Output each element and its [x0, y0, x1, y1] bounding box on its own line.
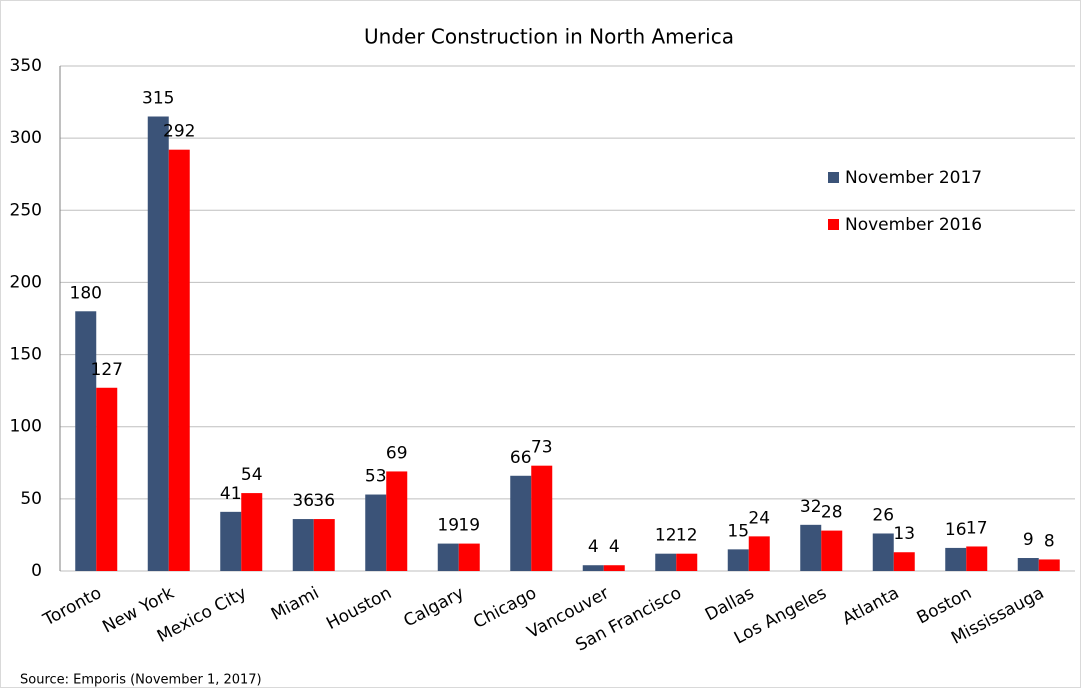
source-note: Source: Emporis (November 1, 2017) [20, 673, 262, 688]
bar [437, 543, 459, 571]
bar [147, 116, 169, 571]
bar [821, 530, 843, 571]
x-tick-label: Calgary [400, 583, 467, 631]
y-tick-label: 300 [10, 128, 42, 148]
bar [1017, 558, 1039, 571]
bar [241, 493, 263, 571]
bar [386, 471, 408, 571]
data-label: 16 [945, 520, 967, 540]
x-tick-label: Toronto [39, 583, 105, 631]
data-label: 36 [313, 491, 335, 511]
data-label: 9 [1023, 530, 1034, 550]
data-label: 315 [142, 89, 174, 109]
data-label: 53 [365, 467, 387, 487]
legend-label: November 2016 [845, 215, 982, 235]
bar [603, 565, 625, 571]
data-label: 292 [163, 122, 195, 142]
y-tick-label: 0 [31, 561, 42, 581]
data-label: 19 [437, 516, 459, 536]
bar [365, 494, 387, 571]
x-tick-label: Atlanta [839, 583, 902, 629]
data-label: 41 [220, 484, 242, 504]
y-tick-label: 200 [10, 272, 42, 292]
y-tick-label: 150 [10, 345, 42, 365]
data-label: 13 [893, 524, 915, 544]
bar [800, 524, 822, 571]
bar [748, 536, 770, 571]
data-label: 26 [872, 505, 894, 525]
data-label: 17 [966, 518, 988, 538]
data-label: 54 [241, 465, 263, 485]
data-label: 69 [386, 443, 408, 463]
data-label: 4 [609, 537, 620, 557]
chart-title: Under Construction in North America [364, 25, 734, 49]
bar [531, 465, 553, 571]
data-label: 12 [676, 526, 698, 546]
data-label: 19 [458, 516, 480, 536]
bar [872, 533, 894, 571]
bar [220, 511, 242, 571]
x-tick-label: Dallas [702, 583, 758, 625]
bar [96, 387, 118, 571]
bar [313, 519, 335, 571]
bar [75, 311, 97, 571]
legend-label: November 2017 [845, 168, 982, 188]
y-tick-label: 100 [10, 417, 42, 437]
data-label: 32 [800, 497, 822, 517]
data-label: 4 [588, 537, 599, 557]
data-label: 15 [727, 521, 749, 541]
bar [893, 552, 915, 571]
bar [655, 553, 677, 571]
bar [945, 547, 967, 571]
data-label: 66 [510, 448, 532, 468]
bar [676, 553, 698, 571]
y-tick-label: 50 [20, 489, 42, 509]
x-tick-label: Houston [323, 583, 395, 634]
bar [966, 546, 988, 571]
bar [168, 149, 190, 571]
bar [582, 565, 604, 571]
bar [458, 543, 480, 571]
y-tick-label: 350 [10, 56, 42, 76]
data-label: 28 [821, 503, 843, 523]
data-label: 73 [531, 438, 553, 458]
legend-swatch [828, 172, 839, 183]
data-label: 8 [1044, 531, 1055, 551]
data-label: 12 [655, 526, 677, 546]
y-tick-label: 250 [10, 200, 42, 220]
x-tick-label: Miami [268, 583, 323, 625]
data-label: 180 [70, 283, 102, 303]
bar [510, 475, 532, 571]
bar [727, 549, 749, 571]
legend-swatch [828, 219, 839, 230]
bar [1038, 559, 1060, 571]
data-label: 127 [91, 360, 123, 380]
data-label: 24 [748, 508, 770, 528]
bar [292, 519, 314, 571]
data-label: 36 [292, 491, 314, 511]
